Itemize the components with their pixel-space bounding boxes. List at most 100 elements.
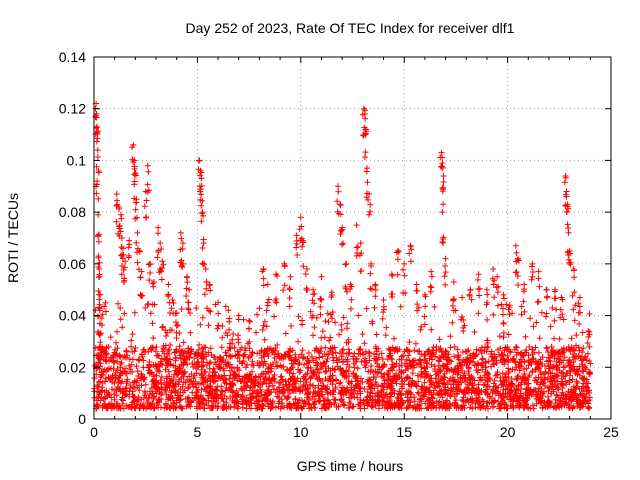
data-point (567, 259, 574, 266)
data-point (367, 393, 374, 400)
data-point (93, 163, 100, 170)
data-point (573, 353, 580, 360)
data-point (512, 393, 519, 400)
data-point (440, 363, 447, 370)
data-point (315, 348, 322, 355)
y-tick-label: 0.06 (59, 256, 86, 272)
data-point (402, 290, 409, 297)
data-point (160, 345, 167, 352)
data-point (203, 285, 210, 292)
data-point (477, 374, 484, 381)
data-point (209, 374, 216, 381)
data-point (455, 365, 462, 372)
data-point (386, 347, 393, 354)
data-point (363, 168, 370, 175)
data-point (212, 391, 219, 398)
data-point (557, 397, 564, 404)
data-point (347, 286, 354, 293)
data-point (380, 383, 387, 390)
data-point (425, 374, 432, 381)
data-point (107, 334, 114, 341)
data-point (437, 345, 444, 352)
data-point (570, 267, 577, 274)
data-point (202, 369, 209, 376)
data-point (431, 303, 438, 310)
data-point (516, 402, 523, 409)
data-point (286, 303, 293, 310)
data-point (260, 266, 267, 273)
data-point (526, 372, 533, 379)
data-point (331, 366, 338, 373)
data-point (504, 405, 511, 412)
data-point (263, 380, 270, 387)
data-point (530, 355, 537, 362)
data-point (391, 335, 398, 342)
data-point (520, 352, 527, 359)
data-point (522, 333, 529, 340)
data-point (263, 307, 270, 314)
data-point (475, 271, 482, 278)
data-point (379, 382, 386, 389)
data-point (499, 351, 506, 358)
data-point (96, 296, 103, 303)
data-point (586, 404, 593, 411)
data-point (108, 385, 115, 392)
data-point (410, 379, 417, 386)
data-point (158, 276, 165, 283)
data-point (302, 271, 309, 278)
data-point (539, 360, 546, 367)
data-point (382, 404, 389, 411)
data-point (177, 354, 184, 361)
data-point (535, 374, 542, 381)
data-point (375, 345, 382, 352)
data-point (438, 149, 445, 156)
data-point (126, 387, 133, 394)
data-point (513, 249, 520, 256)
data-point (216, 361, 223, 368)
data-point (544, 402, 551, 409)
data-point (440, 178, 447, 185)
data-point (147, 270, 154, 277)
data-point (435, 378, 442, 385)
axis-ticks (93, 56, 612, 420)
data-point (353, 252, 360, 259)
data-point (495, 389, 502, 396)
data-point (231, 368, 238, 375)
data-point (154, 363, 161, 370)
data-point (284, 402, 291, 409)
data-point (257, 386, 264, 393)
data-point (317, 361, 324, 368)
data-point (449, 374, 456, 381)
data-point (337, 390, 344, 397)
data-point (147, 261, 154, 268)
data-point (572, 302, 579, 309)
data-point (579, 393, 586, 400)
data-point (357, 268, 364, 275)
data-point (526, 392, 533, 399)
data-point (133, 239, 140, 246)
data-point (545, 354, 552, 361)
data-point (280, 363, 287, 370)
data-point (533, 400, 540, 407)
data-point (120, 251, 127, 258)
data-point (360, 105, 367, 112)
data-point (349, 404, 356, 411)
data-point (260, 282, 267, 289)
data-point (549, 304, 556, 311)
data-point (372, 402, 379, 409)
data-point (435, 357, 442, 364)
data-point (336, 380, 343, 387)
data-point (265, 383, 272, 390)
data-point (165, 291, 172, 298)
data-point (207, 383, 214, 390)
data-point (378, 350, 385, 357)
data-point (358, 358, 365, 365)
data-point (259, 398, 266, 405)
data-point (334, 198, 341, 205)
data-point (183, 293, 190, 300)
data-point (173, 399, 180, 406)
data-point (104, 405, 111, 412)
data-point (404, 374, 411, 381)
data-point (438, 163, 445, 170)
